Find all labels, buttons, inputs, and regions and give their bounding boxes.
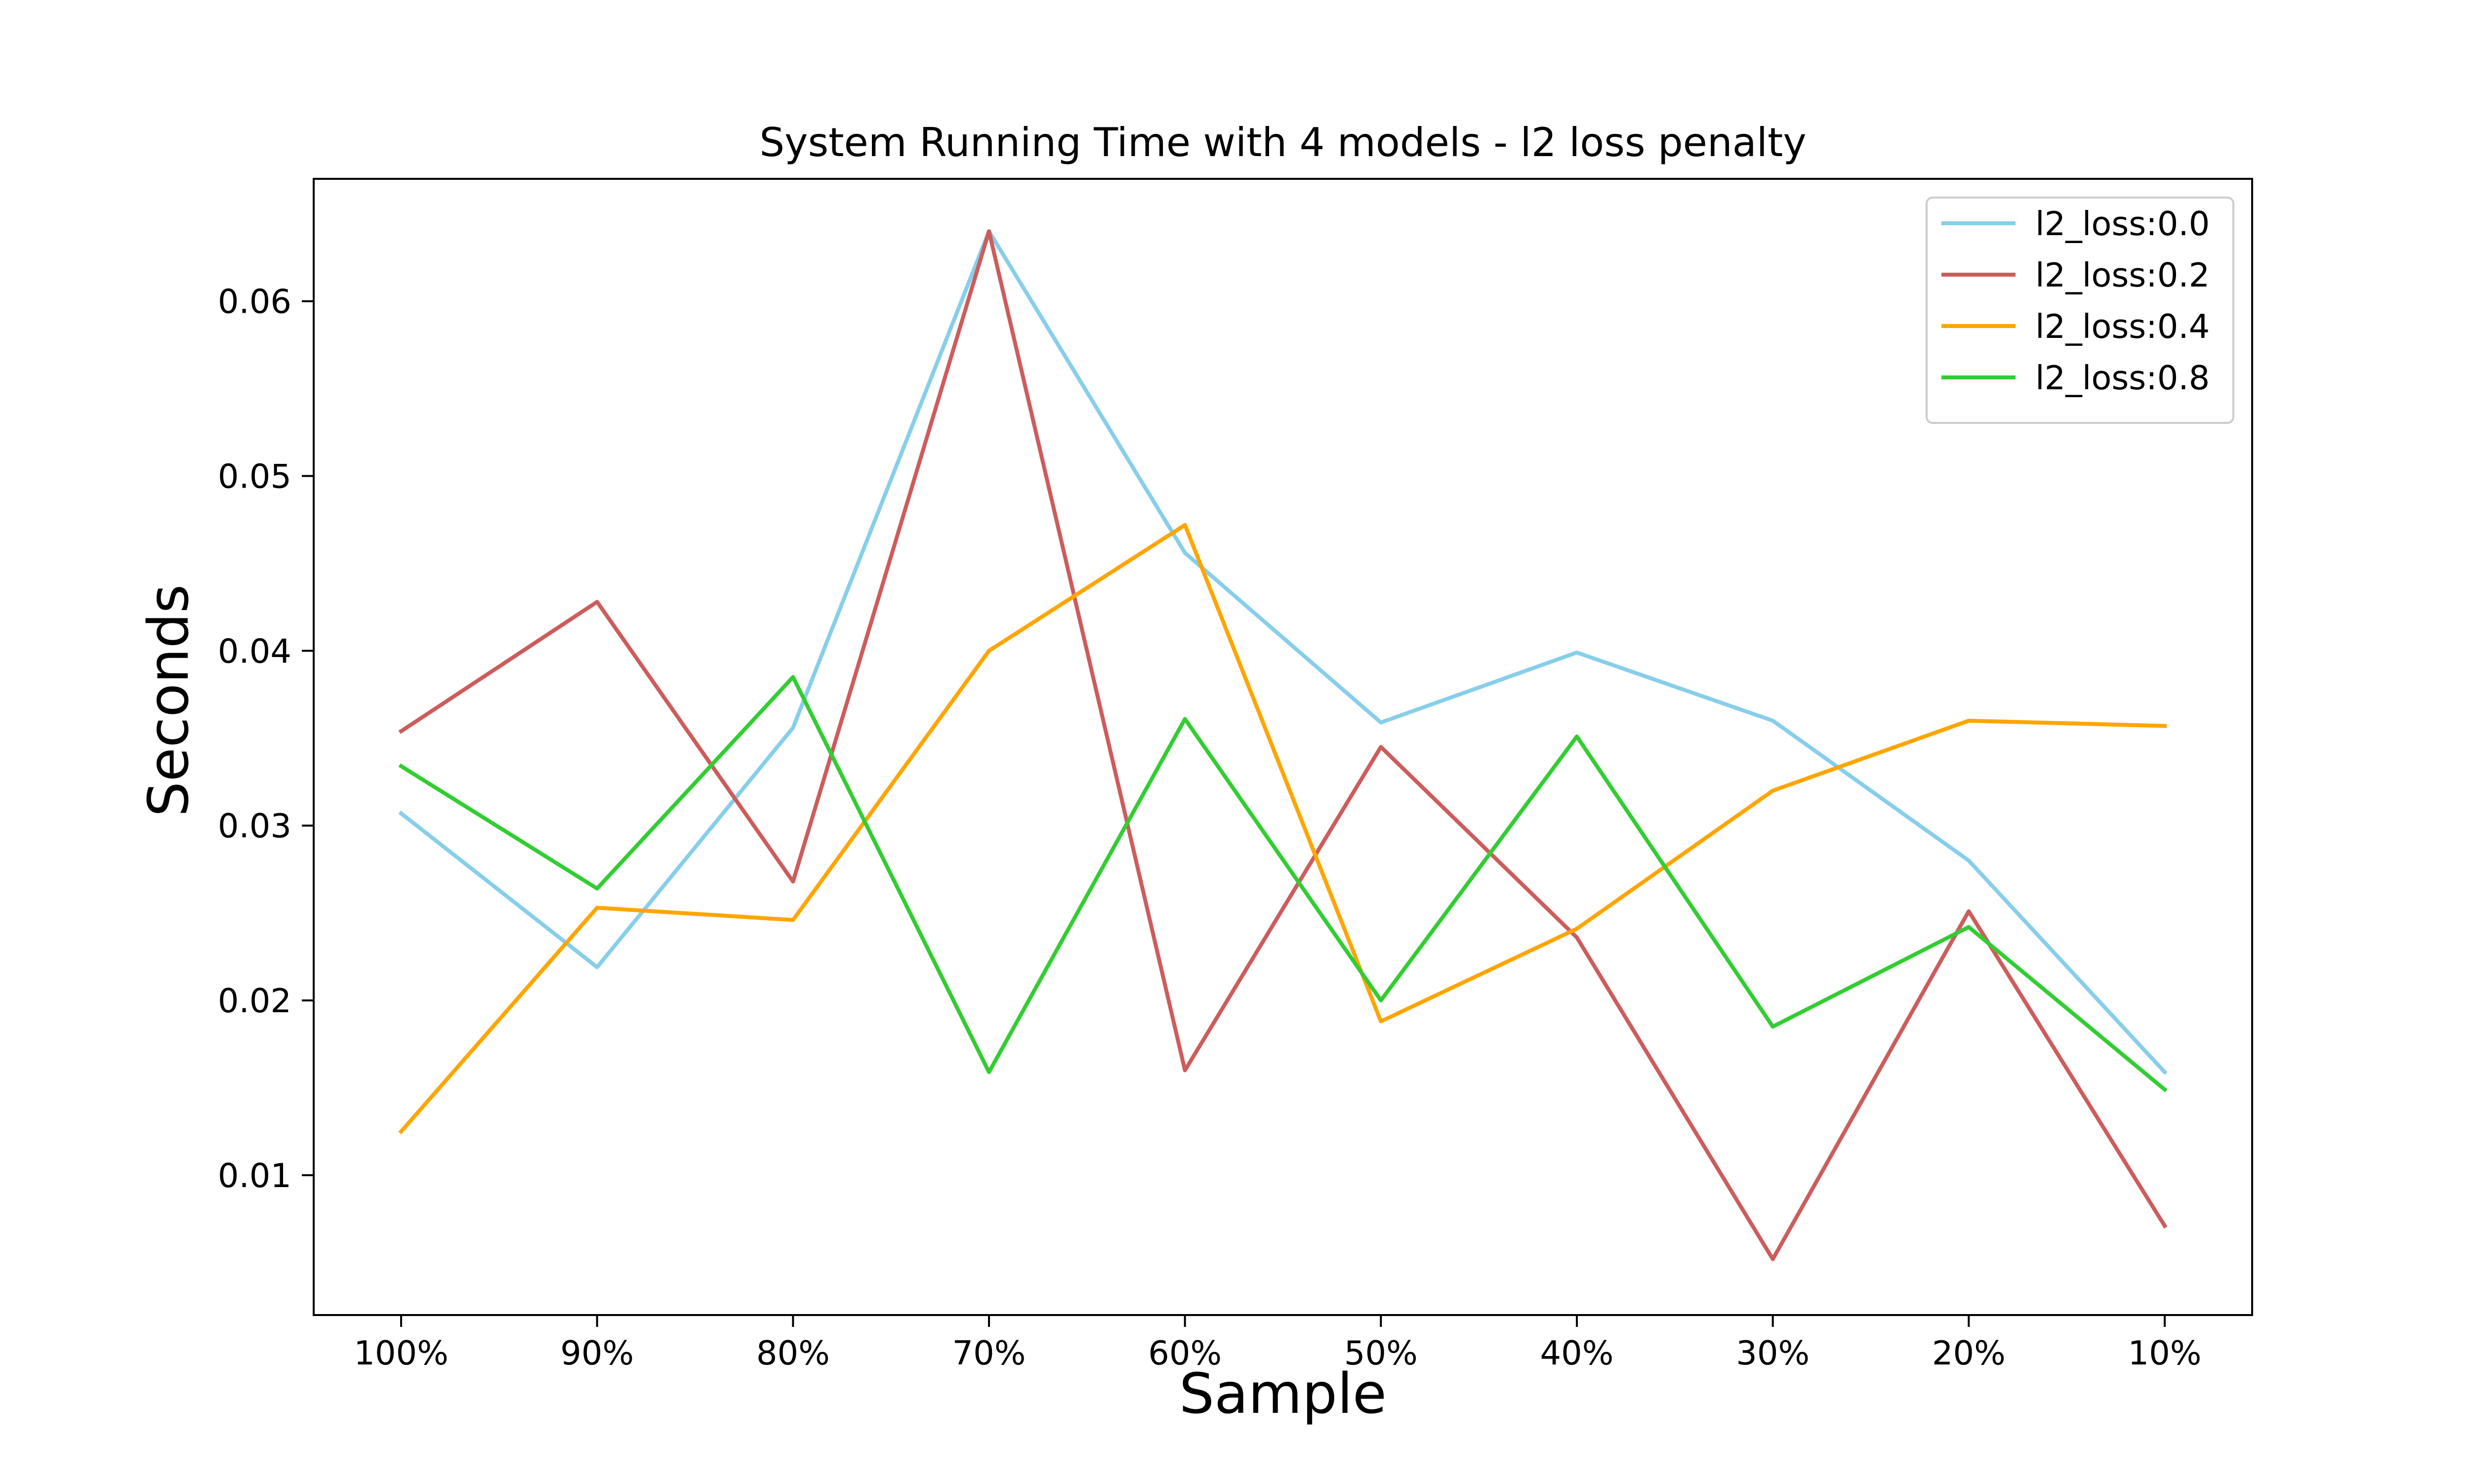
x-tick-label-6: 40% (1540, 1334, 1614, 1372)
x-tick-label-4: 60% (1148, 1334, 1222, 1372)
plot-frame (313, 178, 2253, 1316)
data-point-0-0 (401, 813, 402, 814)
series-line-3 (398, 675, 2168, 1093)
data-point-2-0 (401, 1131, 402, 1132)
x-tick-label-7: 30% (1736, 1334, 1810, 1372)
x-tick-label-8: 20% (1932, 1334, 2006, 1372)
series-line-1 (398, 229, 2168, 1261)
y-tick-label-1: 0.02 (218, 982, 291, 1020)
y-tick-label-5: 0.06 (218, 283, 291, 321)
legend-label-0: l2_loss:0.0 (2035, 205, 2210, 243)
data-point-0-7 (1772, 720, 1773, 721)
x-axis-title: Sample (1179, 1362, 1387, 1426)
series-line-2 (398, 523, 2167, 1135)
data-point-1-0 (401, 731, 402, 732)
series-line-0 (398, 229, 2168, 1075)
y-tick-label-4: 0.05 (218, 457, 291, 496)
x-tick-label-1: 90% (560, 1334, 634, 1372)
y-axis-title: Seconds (137, 584, 201, 817)
x-tick-label-3: 70% (952, 1334, 1026, 1372)
chart-title: System Running Time with 4 models - l2 l… (759, 120, 1806, 165)
legend-label-2: l2_loss:0.4 (2035, 307, 2210, 346)
y-tick-label-3: 0.04 (218, 632, 291, 670)
plot-area: 100% 90% 80% 70% 60% 50% 40% 30% 20% 10% 0.01 0.02 0… (218, 178, 2253, 1372)
legend-label-3: l2_loss:0.8 (2035, 359, 2210, 397)
legend-label-1: l2_loss:0.2 (2035, 256, 2210, 294)
y-tick-label-2: 0.03 (218, 807, 291, 845)
data-point-2-7 (1772, 790, 1773, 791)
legend-box (1926, 197, 2234, 424)
x-tick-label-2: 80% (756, 1334, 830, 1372)
x-tick-label-0: 100% (354, 1334, 449, 1372)
y-tick-label-0: 0.01 (218, 1156, 291, 1195)
x-tick-label-9: 10% (2128, 1334, 2202, 1372)
x-tick-label-5: 50% (1344, 1334, 1418, 1372)
legend: l2_loss:0.0 l2_loss:0.2 l2_loss:0.4 l2_loss… (1926, 197, 2234, 424)
